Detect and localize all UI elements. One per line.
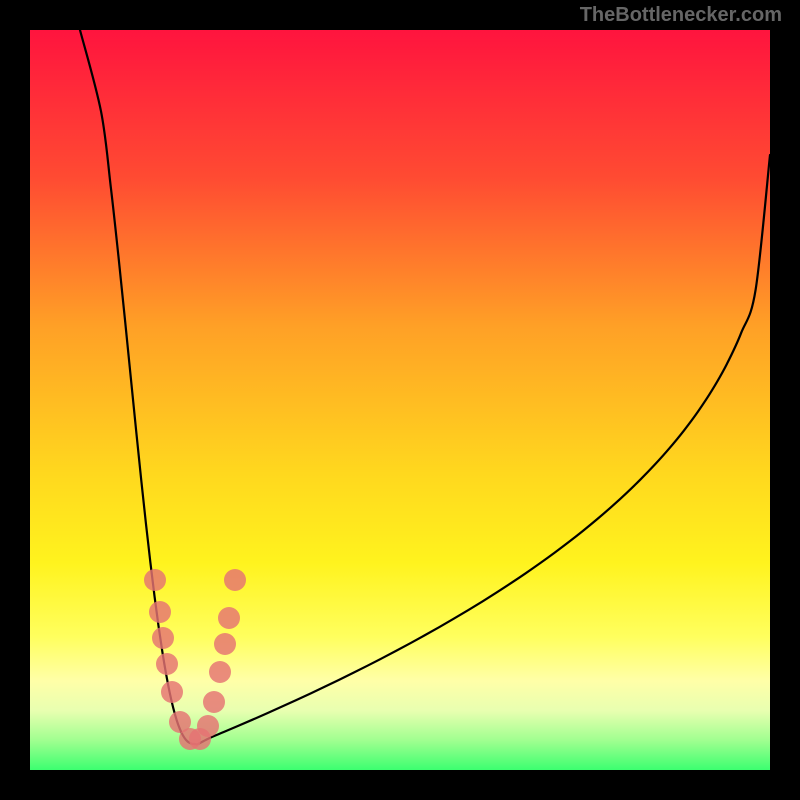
chart-canvas: [0, 0, 800, 800]
watermark-text: TheBottlenecker.com: [580, 4, 782, 27]
bottleneck-chart: TheBottlenecker.com: [0, 0, 800, 800]
